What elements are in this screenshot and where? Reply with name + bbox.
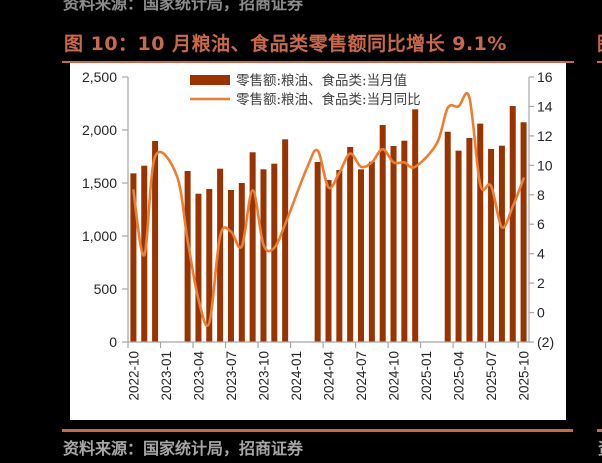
next-figure-title-fragment: 图 — [597, 29, 602, 56]
bar-2025-10 — [520, 122, 527, 342]
x-axis-tick-label: 2024-04 — [322, 351, 337, 401]
next-source-note-fragment: 资 — [598, 435, 602, 459]
left-axis-tick-label: 2,500 — [82, 69, 117, 85]
title-rule — [62, 61, 574, 63]
line-series — [132, 91, 525, 327]
bar-2024-05 — [336, 169, 343, 342]
bar-2022-10 — [130, 173, 137, 342]
bar-2023-07 — [227, 190, 234, 342]
bar-2025-07 — [488, 148, 495, 342]
right-axis-tick-label: 4 — [537, 246, 545, 262]
bar-2024-11 — [401, 140, 408, 342]
legend-label-line: 零售额:粮油、食品类:当月同比 — [236, 91, 421, 108]
bar-2023-06 — [217, 168, 224, 342]
axes: 0 500 1,000 1,500 2,000 2,500 (2) 0 2 4 6 8 10 12 14 16… — [82, 69, 554, 401]
bar-2023-05 — [206, 189, 213, 342]
right-axis-tick-label: 2 — [537, 275, 545, 291]
bar-2025-04 — [455, 150, 462, 342]
previous-figure-source-fragment: 资料来源：国家统计局，招商证券 — [63, 0, 304, 13]
source-note: 资料来源：国家统计局，招商证券 — [63, 439, 304, 458]
x-axis-tick-label: 2025-10 — [517, 351, 532, 401]
bar-2023-12 — [282, 139, 289, 342]
x-axis-tick-label: 2025-07 — [484, 351, 499, 401]
x-axis-tick-label: 2024-07 — [354, 351, 369, 401]
legend: 零售额:粮油、食品类:当月值 零售额:粮油、食品类:当月同比 — [190, 72, 421, 108]
left-axis-tick-label: 2,000 — [82, 122, 117, 138]
next-title-rule-fragment — [597, 61, 602, 63]
x-axis-tick-label: 2024-01 — [289, 351, 304, 401]
bar-2024-03 — [314, 162, 321, 342]
bar-series — [130, 106, 527, 343]
bar-2023-03 — [184, 171, 191, 342]
bar-2024-06 — [347, 146, 354, 342]
right-axis-tick-label: 6 — [537, 216, 545, 232]
bar-2025-08 — [498, 145, 505, 342]
x-axis-tick-label: 2023-01 — [159, 351, 174, 401]
bar-2025-06 — [477, 123, 484, 342]
right-axis-tick-label: 14 — [537, 98, 553, 114]
legend-bar-swatch — [190, 75, 230, 85]
bar-2025-05 — [466, 137, 473, 342]
bar-2022-12 — [152, 141, 159, 342]
x-axis-tick-label: 2023-10 — [256, 351, 271, 401]
bar-2024-07 — [358, 169, 365, 342]
left-axis-tick-label: 500 — [94, 281, 118, 297]
right-axis-tick-label: 10 — [537, 157, 553, 173]
bar-2025-03 — [444, 131, 451, 342]
x-axis-tick-label: 2023-04 — [191, 351, 206, 401]
x-axis-tick-label: 2022-10 — [126, 351, 141, 401]
bar-2024-04 — [325, 180, 332, 342]
left-axis-tick-label: 0 — [109, 334, 117, 350]
x-axis-tick-label: 2025-01 — [419, 351, 434, 401]
legend-label-bar: 零售额:粮油、食品类:当月值 — [236, 72, 407, 89]
right-axis-tick-label: 8 — [537, 187, 545, 203]
x-axis-tick-label: 2025-04 — [452, 351, 467, 401]
x-axis-tick-label: 2024-10 — [387, 351, 402, 401]
bar-2024-10 — [390, 146, 397, 342]
left-axis-tick-label: 1,500 — [82, 175, 117, 191]
bar-2023-11 — [271, 163, 278, 342]
next-source-rule-fragment — [597, 429, 602, 432]
bar-2023-04 — [195, 193, 202, 342]
right-axis-tick-label: (2) — [537, 334, 554, 350]
figure-title: 图 10：10 月粮油、食品类零售额同比增长 9.1% — [64, 33, 507, 55]
right-axis-tick-label: 12 — [537, 128, 553, 144]
bar-2024-08 — [368, 161, 375, 342]
x-axis-tick-label: 2023-07 — [224, 351, 239, 401]
bar-2024-09 — [379, 125, 386, 343]
bar-2024-12 — [412, 109, 419, 342]
bar-2025-09 — [509, 106, 516, 342]
bar-2023-10 — [260, 169, 267, 342]
right-axis-tick-label: 0 — [537, 305, 545, 321]
source-rule — [62, 429, 573, 432]
bar-2023-08 — [238, 183, 245, 342]
right-axis-tick-label: 16 — [537, 69, 553, 85]
left-axis-tick-label: 1,000 — [82, 228, 117, 244]
yoy-line — [132, 91, 525, 327]
bar-2023-09 — [249, 152, 256, 342]
